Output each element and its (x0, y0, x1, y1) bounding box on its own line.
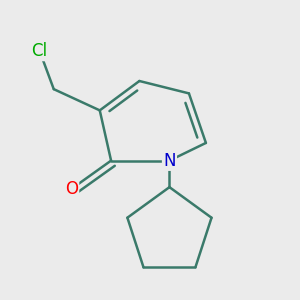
Text: N: N (163, 152, 176, 169)
Text: Cl: Cl (32, 42, 48, 60)
Text: O: O (65, 180, 78, 198)
